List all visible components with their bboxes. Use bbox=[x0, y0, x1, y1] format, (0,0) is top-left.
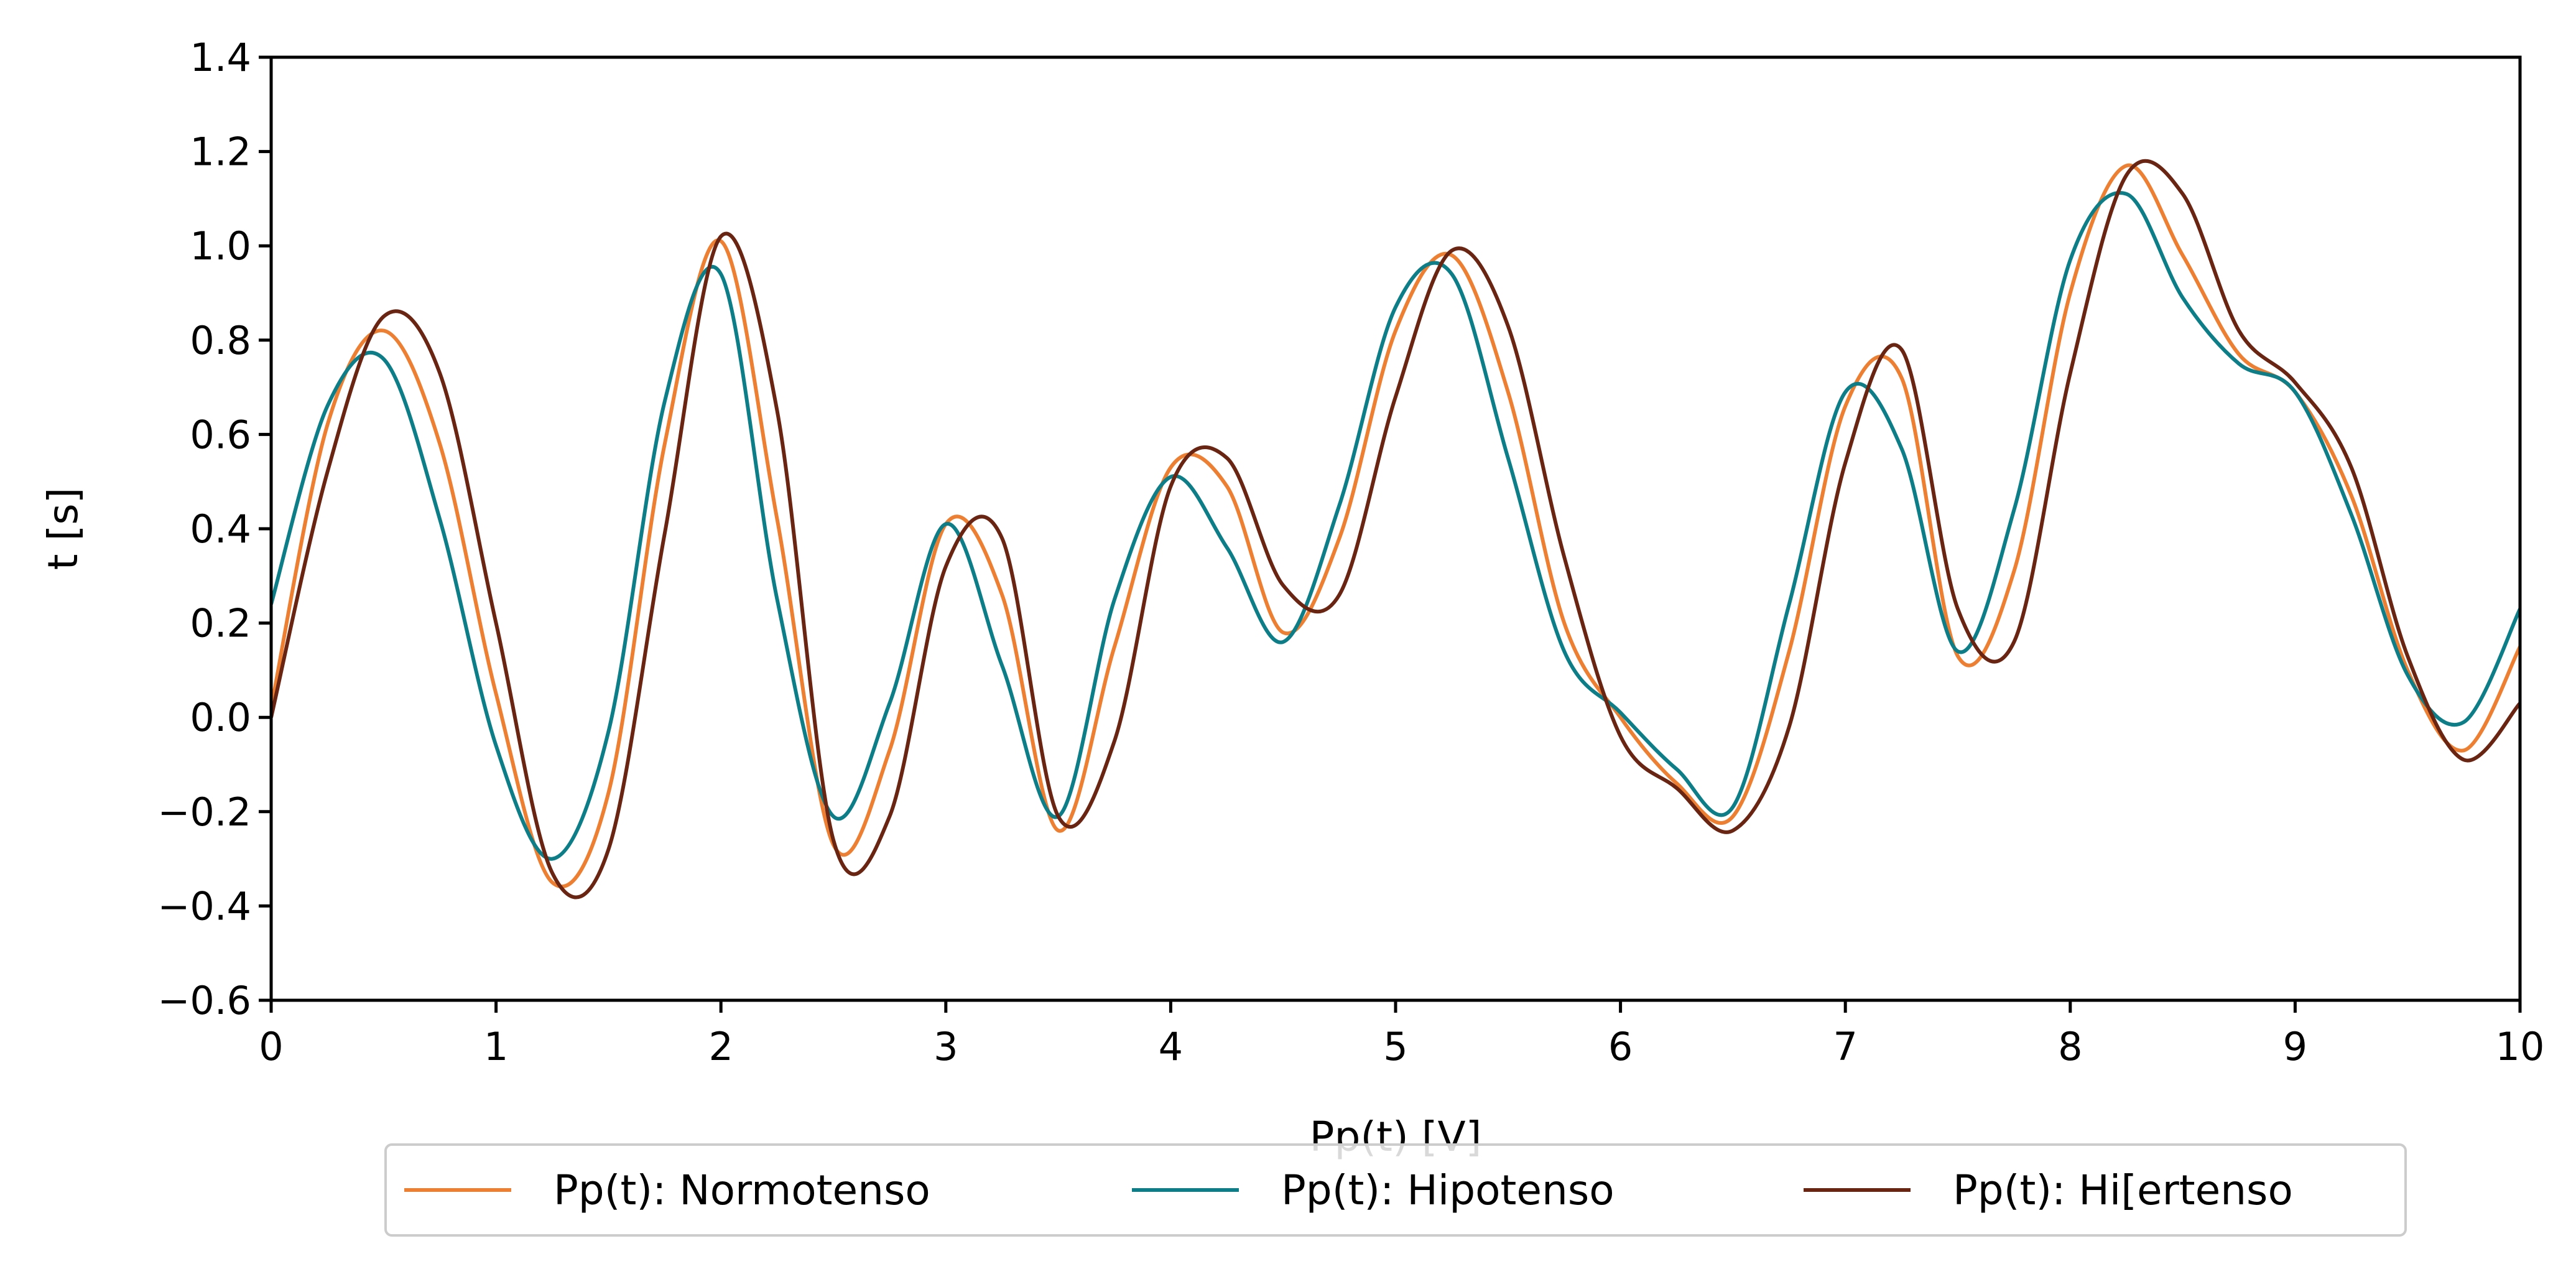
y-tick-label: 0.6 bbox=[190, 412, 251, 457]
legend-box bbox=[384, 1143, 2407, 1237]
y-tick-label: −0.6 bbox=[157, 978, 251, 1023]
x-tick-label: 1 bbox=[484, 1024, 508, 1069]
x-tick-label: 0 bbox=[259, 1024, 283, 1069]
y-tick-label: 0.2 bbox=[190, 601, 251, 646]
y-tick-label: 0.4 bbox=[190, 506, 251, 552]
axes-frame bbox=[269, 55, 2522, 1002]
y-axis: −0.6 −0.4 −0.2 0.0 0.2 0.4 0.6 0.8 1.0 1.2 1.4 bbox=[157, 35, 271, 1023]
x-tick-label: 10 bbox=[2496, 1024, 2545, 1069]
x-tick-label: 2 bbox=[708, 1024, 733, 1069]
y-tick-label: 1.4 bbox=[190, 35, 251, 80]
x-tick-label: 8 bbox=[2058, 1024, 2082, 1069]
x-tick-label: 9 bbox=[2283, 1024, 2307, 1069]
x-tick-label: 3 bbox=[934, 1024, 958, 1069]
y-tick-label: 1.0 bbox=[190, 223, 251, 269]
x-axis: 0 1 2 3 4 5 6 7 8 9 10 bbox=[259, 1000, 2544, 1069]
legend-label-1: Pp(t): Normotenso bbox=[554, 1166, 930, 1214]
x-tick-label: 6 bbox=[1608, 1024, 1633, 1069]
series-layer bbox=[271, 159, 2520, 899]
y-axis-label: t [s] bbox=[39, 488, 87, 570]
y-tick-label: 1.2 bbox=[190, 129, 251, 175]
x-tick-label: 4 bbox=[1159, 1024, 1183, 1069]
y-tick-label: 0.8 bbox=[190, 318, 251, 363]
y-tick-label: −0.2 bbox=[157, 789, 251, 835]
series-line-1 bbox=[271, 163, 2520, 888]
y-tick-label: −0.4 bbox=[157, 883, 251, 929]
x-tick-label: 7 bbox=[1833, 1024, 1857, 1069]
legend: Pp(t): Normotenso Pp(t): Hipotenso Pp(t): … bbox=[384, 1143, 2407, 1237]
series-line-3 bbox=[271, 159, 2520, 899]
legend-label-3: Pp(t): Hi[ertenso bbox=[1953, 1166, 2293, 1214]
series-line-2 bbox=[271, 191, 2520, 861]
legend-label-2: Pp(t): Hipotenso bbox=[1281, 1166, 1615, 1214]
y-tick-label: 0.0 bbox=[190, 695, 251, 740]
x-tick-label: 5 bbox=[1383, 1024, 1407, 1069]
